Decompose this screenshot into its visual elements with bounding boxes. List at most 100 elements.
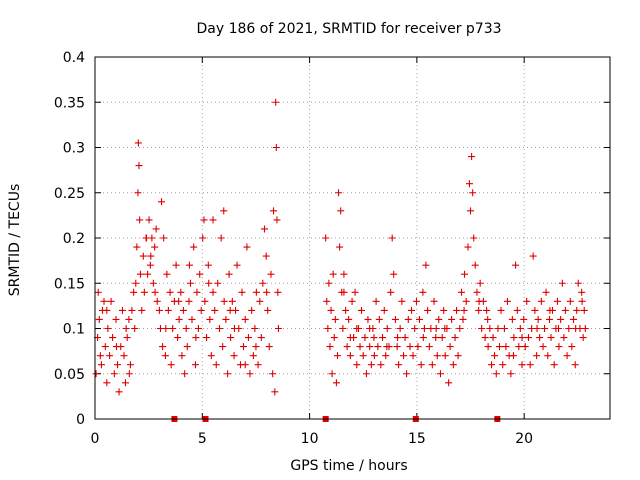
data-point <box>492 370 500 378</box>
data-point <box>508 315 516 323</box>
x-tick-label: 10 <box>301 431 319 447</box>
data-point <box>356 343 364 351</box>
data-point <box>555 325 562 332</box>
data-point <box>217 234 225 242</box>
data-point <box>521 343 529 351</box>
data-point <box>412 297 420 305</box>
data-point <box>322 234 330 242</box>
data-point <box>206 315 214 323</box>
data-point <box>193 288 201 296</box>
data-point <box>579 334 587 342</box>
data-point <box>147 252 155 260</box>
data-point <box>128 306 136 314</box>
data-point <box>177 288 185 296</box>
data-point <box>207 352 215 360</box>
data-point <box>580 306 588 314</box>
data-point <box>400 352 408 360</box>
data-point <box>259 279 267 287</box>
data-point <box>572 325 580 332</box>
data-point <box>163 270 171 278</box>
data-point <box>475 297 483 305</box>
data-point <box>145 216 153 224</box>
data-point <box>133 243 141 251</box>
data-point <box>553 297 561 305</box>
data-point <box>571 361 579 369</box>
data-point <box>364 315 372 323</box>
data-point <box>366 343 374 351</box>
data-point <box>272 144 280 151</box>
data-points <box>92 98 589 396</box>
data-point <box>96 352 104 360</box>
data-point <box>565 325 573 332</box>
data-point <box>126 361 134 369</box>
data-point <box>230 352 238 360</box>
data-point <box>566 297 574 305</box>
data-point <box>361 334 369 342</box>
data-point <box>252 288 260 296</box>
data-point <box>130 288 138 296</box>
plot-frame <box>94 56 611 420</box>
data-point <box>461 270 469 278</box>
data-point <box>125 315 133 323</box>
data-point <box>432 334 440 342</box>
x-axis-label: GPS time / hours <box>290 458 407 474</box>
data-point <box>178 352 186 360</box>
data-point <box>97 361 105 369</box>
data-point <box>273 216 281 224</box>
data-point <box>201 297 209 305</box>
data-point <box>131 325 139 332</box>
data-point <box>387 288 395 296</box>
data-point <box>196 270 204 278</box>
data-point <box>169 325 177 332</box>
data-point <box>550 361 558 369</box>
data-point <box>230 325 238 332</box>
data-point <box>507 370 515 378</box>
data-point <box>333 352 341 360</box>
data-point <box>135 162 143 170</box>
data-point <box>425 343 433 351</box>
data-point <box>518 361 526 369</box>
data-point <box>513 306 521 314</box>
data-point <box>435 315 443 323</box>
data-point <box>106 352 114 360</box>
data-point <box>510 334 518 342</box>
data-point <box>411 325 419 332</box>
data-point <box>110 370 118 378</box>
data-point <box>143 234 150 242</box>
y-tick-label: 0.15 <box>54 276 85 292</box>
data-point <box>353 361 361 369</box>
y-tick-labels: 0 0.05 0.1 0.15 0.2 0.25 0.3 0.35 0.4 <box>54 50 85 428</box>
data-point <box>335 189 343 197</box>
data-point <box>345 315 353 323</box>
data-point <box>348 297 356 305</box>
data-point <box>401 334 409 342</box>
data-point <box>529 252 537 260</box>
data-point <box>339 325 347 332</box>
data-point <box>462 297 470 305</box>
data-point <box>200 216 208 224</box>
data-point <box>395 361 403 369</box>
data-point <box>512 261 520 269</box>
data-point <box>192 334 200 342</box>
data-point <box>388 234 396 242</box>
data-point <box>464 243 472 251</box>
data-point <box>214 279 222 287</box>
data-point <box>226 306 234 314</box>
data-point <box>533 352 541 360</box>
data-point <box>509 352 517 360</box>
data-point <box>534 315 542 323</box>
data-point <box>219 343 227 351</box>
data-point <box>205 279 213 287</box>
data-point <box>331 315 339 323</box>
data-point <box>370 334 378 342</box>
data-point <box>114 361 122 369</box>
data-point <box>475 306 483 314</box>
chart-title: Day 186 of 2021, SRMTID for receiver p73… <box>196 21 501 37</box>
data-point <box>179 306 187 314</box>
data-point <box>115 388 123 396</box>
data-point <box>164 306 172 314</box>
data-point <box>380 306 388 314</box>
data-point <box>500 325 508 332</box>
data-point <box>343 343 351 351</box>
data-point <box>144 270 152 278</box>
